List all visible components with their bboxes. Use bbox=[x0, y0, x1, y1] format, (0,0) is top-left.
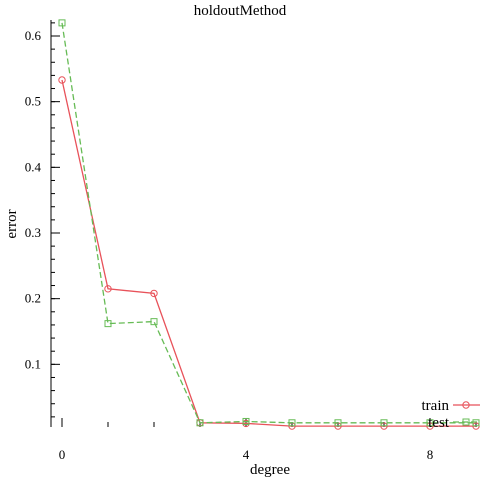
series-line-train bbox=[61, 79, 476, 427]
series-layer bbox=[58, 19, 480, 430]
x-tick-label: 0 bbox=[59, 447, 66, 462]
chart-title: holdoutMethod bbox=[194, 3, 287, 19]
point-test bbox=[104, 320, 112, 328]
legend-label-train: train bbox=[422, 398, 450, 414]
point-train bbox=[150, 289, 158, 298]
point-test bbox=[58, 19, 66, 27]
x-tick-label: 4 bbox=[243, 447, 250, 462]
x-tick-label: 8 bbox=[427, 447, 434, 462]
legend-marker-train bbox=[462, 401, 470, 409]
y-tick-label: 0.6 bbox=[25, 28, 42, 43]
y-tick-label: 0.4 bbox=[25, 159, 42, 174]
series-train bbox=[58, 76, 480, 430]
point-test bbox=[380, 419, 388, 427]
point-test bbox=[334, 419, 342, 427]
legend-marker-test bbox=[462, 418, 470, 426]
series-test bbox=[58, 19, 480, 427]
y-tick-label: 0.5 bbox=[25, 94, 41, 109]
point-test bbox=[288, 419, 296, 427]
legend-label-test: test bbox=[428, 415, 450, 431]
point-train bbox=[104, 285, 112, 293]
point-test bbox=[150, 318, 158, 326]
point-test bbox=[426, 419, 434, 427]
point-train bbox=[58, 76, 66, 84]
plot-area: 0.1 0.2 0.3 0.4 0.5 0.6 0 4 8 bbox=[25, 19, 480, 462]
y-tick-label: 0.2 bbox=[25, 291, 41, 306]
point-test bbox=[196, 419, 204, 427]
point-test bbox=[472, 419, 480, 427]
series-line-test bbox=[61, 22, 476, 424]
x-axis-title: degree bbox=[250, 462, 290, 478]
y-tick-label: 0.3 bbox=[25, 225, 41, 240]
y-axis-title: error bbox=[4, 209, 20, 238]
y-tick-label: 0.1 bbox=[25, 356, 41, 371]
y-axis-ticks: 0.1 0.2 0.3 0.4 0.5 0.6 bbox=[25, 22, 60, 418]
point-test bbox=[242, 417, 250, 425]
